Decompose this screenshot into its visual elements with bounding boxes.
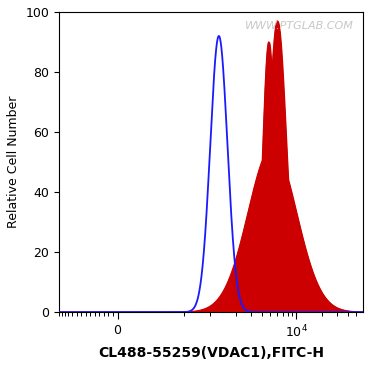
Y-axis label: Relative Cell Number: Relative Cell Number (7, 96, 20, 228)
Text: WWW.PTGLAB.COM: WWW.PTGLAB.COM (245, 21, 354, 31)
X-axis label: CL488-55259(VDAC1),FITC-H: CL488-55259(VDAC1),FITC-H (98, 346, 324, 360)
